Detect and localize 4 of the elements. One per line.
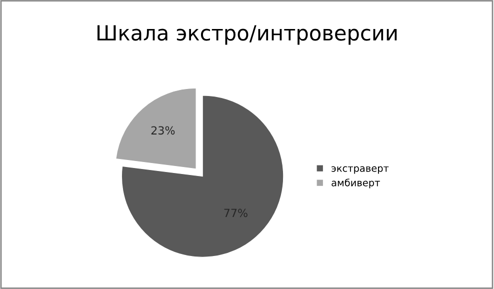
data-label: 23% <box>151 126 175 135</box>
legend-label: амбиверт <box>332 178 380 188</box>
chart-title: Шкала экстро/интроверсии <box>98 25 397 45</box>
legend-label: экстраверт <box>332 166 389 174</box>
